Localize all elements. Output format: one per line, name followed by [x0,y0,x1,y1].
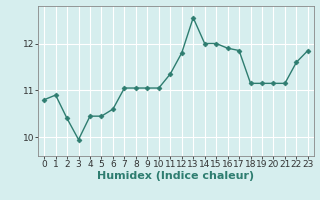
X-axis label: Humidex (Indice chaleur): Humidex (Indice chaleur) [97,171,255,181]
